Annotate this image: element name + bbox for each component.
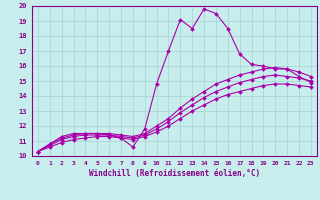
X-axis label: Windchill (Refroidissement éolien,°C): Windchill (Refroidissement éolien,°C) — [89, 169, 260, 178]
